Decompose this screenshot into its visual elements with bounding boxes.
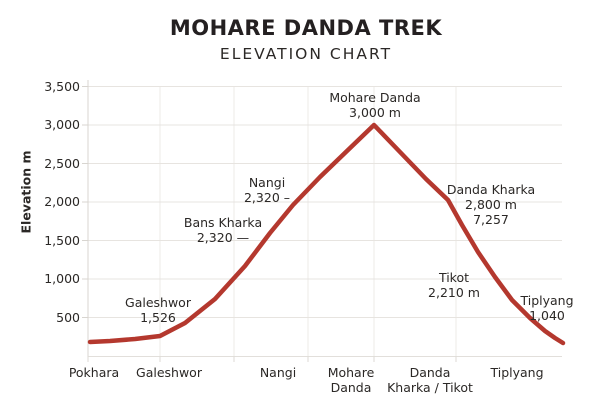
x-label-line: Danda <box>330 380 372 395</box>
x-label-line: Nangi <box>259 365 297 380</box>
y-axis-title: Elevation m <box>18 150 34 234</box>
annotation-danda-kharka: Danda Kharka 2,800 m 7,257 <box>436 182 546 227</box>
annotation-value: 1,040 <box>529 308 565 323</box>
y-tick-3000: 3,000 <box>44 117 80 132</box>
x-label-line: Mohare <box>327 365 375 380</box>
annotation-name: Mohare Danda <box>329 90 421 105</box>
annotation-value: 3,000 m <box>349 105 401 120</box>
annotation-name: Nangi <box>248 175 286 190</box>
y-tick-2000: 2,000 <box>44 194 80 209</box>
annotation-value: 1,526 <box>140 310 176 325</box>
x-tick-marks <box>87 356 457 362</box>
y-tick-1500: 1,500 <box>44 233 80 248</box>
elevation-line <box>87 122 566 346</box>
x-label-line: Pokhara <box>68 365 120 380</box>
x-label-tiplyang: Tiplyang <box>472 365 562 380</box>
annotation-value: 2,320 – <box>243 190 290 205</box>
x-label-galeshwor: Galeshwor <box>124 365 214 380</box>
annotation-name: Tikot <box>438 270 470 285</box>
annotation-name: Tiplyang <box>520 293 574 308</box>
x-label-line: Tiplyang <box>490 365 544 380</box>
chart-title: MOHARE DANDA TREK <box>169 16 443 40</box>
annotation-galeshwor: Galeshwor 1,526 <box>103 295 213 325</box>
x-label-danda-kharka-tikot: Danda Kharka / Tikot <box>385 365 475 395</box>
chart-subtitle: ELEVATION CHART <box>219 45 393 63</box>
annotation-name: Galeshwor <box>125 295 191 310</box>
chart-header: MOHARE DANDA TREK ELEVATION CHART <box>0 16 612 63</box>
x-label-line: Kharka / Tikot <box>387 380 473 395</box>
annotation-nangi: Nangi 2,320 – <box>212 175 322 205</box>
annotation-tiplyang: Tiplyang 1,040 <box>492 293 602 323</box>
y-tick-marks <box>82 86 88 318</box>
annotation-value-ft: 7,257 <box>473 212 509 227</box>
annotation-tikot: Tikot 2,210 m <box>399 270 509 300</box>
annotation-name: Bans Kharka <box>183 215 263 230</box>
annotation-value: 2,800 m <box>465 197 517 212</box>
vertical-gridlines <box>159 86 457 356</box>
x-label-pokhara: Pokhara <box>49 365 139 380</box>
annotation-value: 2,320 — <box>196 230 250 245</box>
annotation-bans-kharka: Bans Kharka 2,320 — <box>168 215 278 245</box>
x-label-line: Danda <box>409 365 451 380</box>
x-label-line: Galeshwor <box>136 365 202 380</box>
y-tick-2500: 2,500 <box>44 156 80 171</box>
x-label-mohare-danda: Mohare Danda <box>306 365 396 395</box>
annotation-mohare-danda: Mohare Danda 3,000 m <box>320 90 430 120</box>
y-tick-1000: 1,000 <box>44 271 80 286</box>
horizontal-gridlines <box>88 86 562 318</box>
y-tick-3500: 3,500 <box>44 79 80 94</box>
y-tick-500: 500 <box>56 310 80 325</box>
annotation-value: 2,210 m <box>428 285 480 300</box>
axes <box>87 80 562 357</box>
x-label-nangi: Nangi <box>233 365 323 380</box>
annotation-name: Danda Kharka <box>446 182 536 197</box>
